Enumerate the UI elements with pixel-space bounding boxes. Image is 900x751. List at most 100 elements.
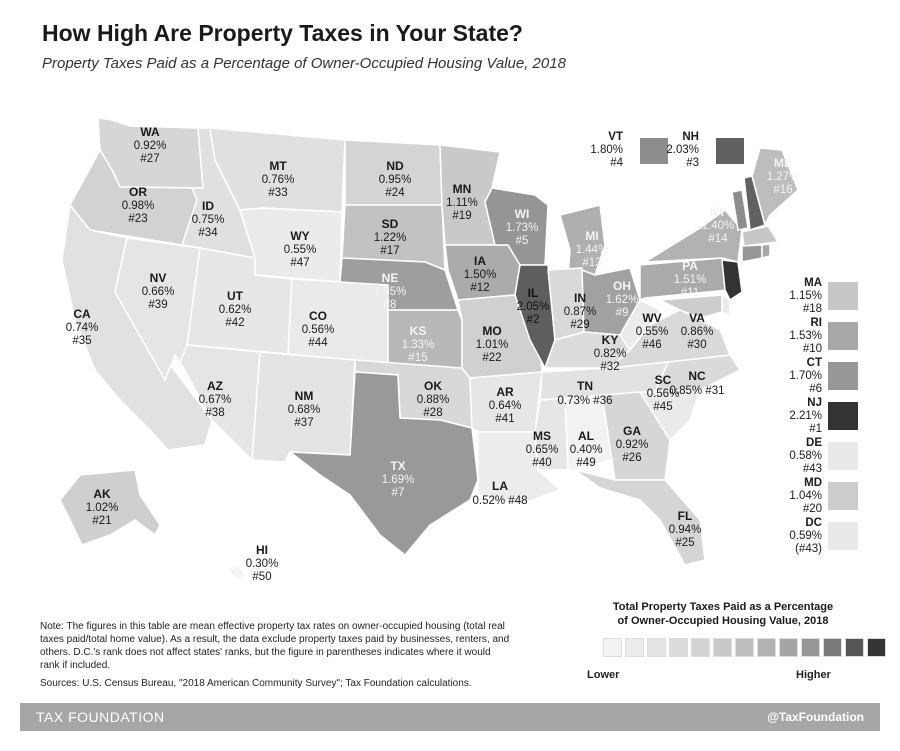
state-value: 1.80%: [590, 144, 623, 156]
state-label-VA: VA 0.86% #30: [681, 311, 714, 351]
state-value: 2.03%: [666, 144, 699, 156]
state-label-HI: HI 0.30% #50: [246, 543, 279, 583]
state-label-AR: AR 0.64% #41: [489, 385, 522, 425]
swatch-CT: [828, 362, 858, 390]
state-label-SC: SC 0.56% #45: [647, 373, 680, 413]
footer-bar: TAX FOUNDATION @TaxFoundation: [20, 703, 880, 731]
state-value-rank: 0.52% #48: [473, 495, 528, 507]
state-value: 1.27%: [767, 171, 800, 183]
state-rank: #46: [642, 339, 661, 351]
state-label-SD: SD 1.22% #17: [374, 217, 407, 257]
state-MS: [534, 397, 569, 471]
state-label-CA: CA 0.74% #35: [66, 307, 99, 347]
state-abbr: VA: [689, 311, 705, 325]
state-rank: #42: [225, 317, 244, 329]
state-abbr: MS: [533, 429, 551, 443]
state-abbr: OK: [424, 379, 442, 393]
state-abbr: WV: [642, 311, 661, 325]
legend-swatch: [625, 638, 644, 657]
state-label-MN: MN 1.11% #19: [446, 182, 478, 222]
state-abbr: IN: [574, 291, 586, 305]
state-rank: #13: [582, 257, 601, 269]
state-label-IA: IA 1.50% #12: [464, 254, 497, 294]
state-rank: #12: [470, 282, 489, 294]
state-rank: #20: [803, 503, 822, 515]
state-label-OH: OH 1.62% #9: [606, 279, 639, 319]
legend-swatch: [669, 638, 688, 657]
state-value: 1.11%: [446, 197, 478, 209]
state-abbr: WA: [140, 125, 160, 139]
state-value: 1.01%: [476, 339, 509, 351]
state-abbr: CO: [309, 309, 327, 323]
state-rank: #19: [452, 210, 471, 222]
state-value: 0.92%: [134, 140, 167, 152]
swatch-DC: [828, 522, 858, 550]
state-rank: #41: [495, 413, 514, 425]
legend-swatch: [691, 638, 710, 657]
state-value: 0.58%: [789, 450, 822, 462]
state-rank: #28: [423, 407, 442, 419]
state-value: 1.69%: [382, 474, 415, 486]
state-abbr: IL: [528, 286, 539, 300]
state-abbr: RI: [811, 317, 823, 329]
state-label-AK: AK 1.02% #21: [86, 487, 119, 527]
state-label-TX: TX 1.69% #7: [382, 459, 415, 499]
state-label-WY: WY 0.55% #47: [284, 229, 317, 269]
state-rank: #2: [527, 314, 540, 326]
state-value: 0.86%: [681, 326, 714, 338]
legend-title-line1: Total Property Taxes Paid as a Percentag…: [612, 601, 834, 613]
legend-title: Total Property Taxes Paid as a Percentag…: [588, 600, 858, 628]
state-label-OR: OR 0.98% #23: [122, 185, 155, 225]
state-value: 0.82%: [594, 348, 627, 360]
state-value: 0.87%: [564, 306, 597, 318]
state-abbr: AK: [93, 487, 111, 501]
chart-title: How High Are Property Taxes in Your Stat…: [42, 20, 523, 46]
state-abbr: AZ: [207, 379, 223, 393]
state-AK: [59, 469, 161, 546]
state-value: 1.73%: [506, 222, 539, 234]
state-rank: #14: [708, 233, 728, 245]
sources-text: Sources: U.S. Census Bureau, "2018 Ameri…: [40, 678, 472, 689]
legend-title-line2: of Owner-Occupied Housing Value, 2018: [617, 615, 829, 627]
state-abbr: FL: [678, 509, 693, 523]
state-value: 0.67%: [199, 394, 232, 406]
state-label-CO: CO 0.56% #44: [302, 309, 335, 349]
state-value: 0.92%: [616, 439, 649, 451]
state-value: 0.94%: [669, 524, 702, 536]
state-value: 1.62%: [606, 294, 639, 306]
legend-swatch: [603, 638, 622, 657]
state-rank: #23: [128, 213, 147, 225]
state-abbr: SC: [655, 373, 672, 387]
legend-swatch: [735, 638, 754, 657]
state-abbr: MN: [453, 182, 472, 196]
legend-scale: [603, 638, 886, 657]
state-abbr: OR: [129, 185, 147, 199]
chart-subtitle: Property Taxes Paid as a Percentage of O…: [42, 55, 566, 72]
state-value: 0.76%: [262, 174, 295, 186]
state-abbr: ID: [202, 199, 214, 213]
state-value: 0.56%: [647, 388, 680, 400]
state-TX: [289, 371, 479, 556]
state-label-MD: MD 1.04% #20: [789, 477, 822, 515]
state-value: 0.64%: [489, 400, 522, 412]
state-abbr: MA: [804, 277, 822, 289]
state-rank: #38: [205, 407, 224, 419]
state-value: 1.33%: [402, 339, 435, 351]
state-value: 0.40%: [570, 444, 603, 456]
state-abbr: IA: [474, 254, 486, 268]
state-ME: [751, 147, 799, 226]
state-value: 1.44%: [576, 244, 609, 256]
state-abbr: NY: [710, 205, 727, 219]
state-rank: #29: [570, 319, 589, 331]
swatch-VT: [640, 138, 668, 164]
state-rank: #5: [516, 235, 529, 247]
state-WV: [619, 299, 661, 351]
state-label-ND: ND 0.95% #24: [379, 159, 412, 199]
state-rank: #45: [653, 401, 672, 413]
state-CT: [741, 244, 763, 263]
state-VA: [609, 309, 731, 369]
legend-swatch: [801, 638, 820, 657]
state-rank: #6: [809, 383, 822, 395]
legend-swatch: [867, 638, 886, 657]
state-value: 0.56%: [302, 324, 335, 336]
